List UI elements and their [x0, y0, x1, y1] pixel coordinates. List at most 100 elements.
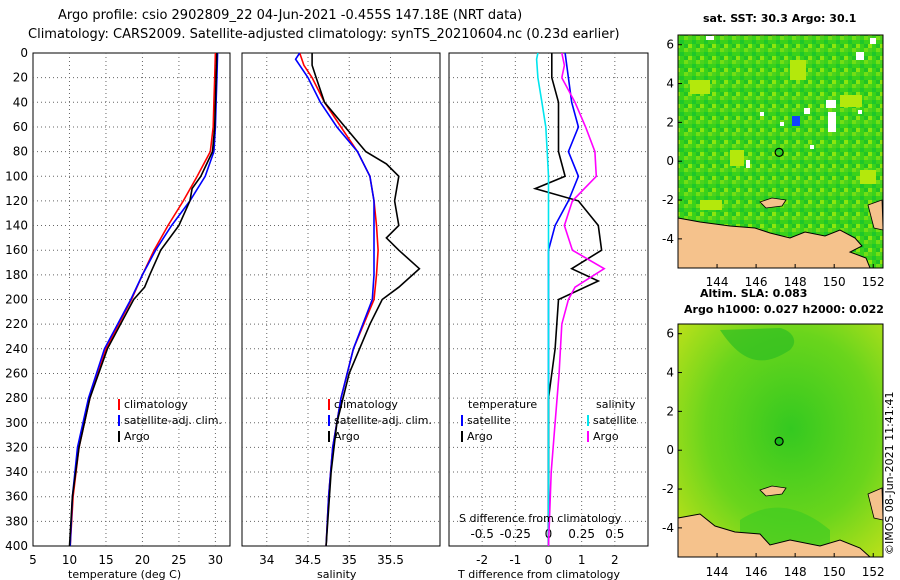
map-lat-label: 0	[666, 154, 674, 168]
map-lon-label: 144	[706, 275, 729, 289]
argo-position-marker	[774, 436, 784, 446]
map-lon-label: 152	[862, 565, 885, 579]
series-salinity-argo	[547, 52, 606, 547]
depth-tick-label: 80	[13, 145, 28, 159]
map-lon-label: 146	[745, 275, 768, 289]
series-argo	[68, 52, 218, 547]
temperature-panel: 0 20 40 60 80 100 120 140 160 180 200 220 240 260 280 3…	[5, 46, 231, 580]
temperature-axis-ticks: 5 10 15 20 25 30	[29, 553, 223, 567]
map-lon-label: 148	[784, 565, 807, 579]
depth-tick-label: 200	[5, 293, 28, 307]
legend-temperature-title: temperature	[468, 398, 537, 411]
x-tick-label: 35	[342, 553, 357, 567]
depth-tick-label: 400	[5, 539, 28, 553]
depth-tick-label: 160	[5, 243, 28, 257]
s-diff-tick-label: 0.5	[605, 527, 624, 541]
x-tick-label: -2	[476, 553, 488, 567]
sla-low-patch	[720, 328, 795, 361]
map-lon-label: 148	[784, 275, 807, 289]
depth-tick-label: 340	[5, 465, 28, 479]
salinity-series	[294, 52, 421, 547]
map-lon-label: 146	[745, 565, 768, 579]
legend-argo-label: Argo	[334, 430, 360, 443]
header-line-1: Argo profile: csio 2902809_22 04-Jun-202…	[58, 8, 522, 23]
depth-tick-label: 180	[5, 268, 28, 282]
difference-panel: -2 -1 0 1 2 -0.5 -0.25 0 0.25 0.5 S difference f…	[448, 52, 649, 580]
sst-map-frame	[677, 34, 884, 269]
map-lat-label: -4	[662, 232, 674, 246]
salinity-axis-ticks: 34 34.5 35 35.5	[259, 553, 404, 567]
legend-salinity-title: salinity	[596, 398, 636, 411]
legend-satellite-label: satellite-adj. clim.	[124, 414, 222, 427]
x-tick-label: 34	[259, 553, 274, 567]
map-lon-label: 150	[823, 565, 846, 579]
imos-watermark: ©IMOS 08-Jun-2021 11:41:41	[883, 391, 896, 555]
map-lat-label: 6	[666, 38, 674, 52]
series-salinity-satellite	[535, 52, 550, 546]
map-lon-label: 152	[862, 275, 885, 289]
temperature-legend: climatology satellite-adj. clim. Argo	[118, 398, 222, 443]
depth-tick-label: 320	[5, 440, 28, 454]
legend-s-satellite-label: satellite	[593, 414, 637, 427]
sst-cold-patch	[792, 116, 800, 126]
temperature-axis-label: temperature (deg C)	[68, 568, 181, 580]
depth-axis-labels: 0 20 40 60 80 100 120 140 160 180 200 220 240 260 280 3…	[5, 46, 28, 553]
sla-island	[759, 485, 787, 497]
x-tick-label: 34.5	[295, 553, 322, 567]
legend-s-argo-label: Argo	[593, 430, 619, 443]
sla-map-ticks: -4 -2 0 2 4 6 144 146 148 150 152	[662, 327, 885, 579]
depth-tick-label: 120	[5, 194, 28, 208]
depth-tick-label: 360	[5, 490, 28, 504]
map-lat-label: 0	[666, 443, 674, 457]
series-argo	[311, 53, 421, 547]
depth-tick-label: 240	[5, 342, 28, 356]
x-tick-label: 20	[135, 553, 150, 567]
s-diff-tick-label: 0.25	[568, 527, 595, 541]
depth-tick-label: 260	[5, 366, 28, 380]
sst-map-panel: sat. SST: 30.3 Argo: 30.1 -4 -2 0 2 4 6 144 146…	[662, 12, 885, 289]
x-tick-label: 10	[62, 553, 77, 567]
depth-tick-label: 0	[20, 46, 28, 60]
argo-position-marker	[774, 147, 784, 157]
sst-warm-patches	[690, 60, 876, 210]
depth-tick-label: 220	[5, 317, 28, 331]
map-lon-label: 144	[706, 565, 729, 579]
sst-new-guinea-coast	[677, 217, 871, 269]
x-tick-label: 25	[171, 553, 186, 567]
x-tick-label: 1	[578, 553, 586, 567]
x-tick-label: 35.5	[377, 553, 404, 567]
sst-island	[759, 197, 787, 209]
map-lat-label: -2	[662, 482, 674, 496]
legend-t-argo-label: Argo	[467, 430, 493, 443]
map-lat-label: 2	[666, 115, 674, 129]
map-lat-label: 4	[666, 77, 674, 91]
difference-legend: temperature satellite Argo salinity sate…	[461, 398, 637, 443]
temperature-grid	[33, 53, 230, 546]
t-difference-axis-ticks: -2 -1 0 1 2	[476, 553, 618, 567]
depth-tick-label: 300	[5, 416, 28, 430]
x-tick-label: 15	[98, 553, 113, 567]
legend-climatology-label: climatology	[334, 398, 398, 411]
difference-series	[532, 52, 606, 547]
depth-tick-label: 280	[5, 391, 28, 405]
sst-map-title: sat. SST: 30.3 Argo: 30.1	[703, 12, 856, 25]
t-difference-axis-label: T difference from climatology	[457, 568, 620, 580]
sla-map-subtitle: Argo h1000: 0.027 h2000: 0.022	[684, 303, 884, 316]
depth-tick-label: 380	[5, 514, 28, 528]
x-tick-label: -1	[509, 553, 521, 567]
legend-climatology-label: climatology	[124, 398, 188, 411]
salinity-grid	[242, 53, 440, 546]
sla-map-frame	[677, 323, 884, 558]
sst-missing-data	[706, 36, 876, 168]
salinity-panel: 34 34.5 35 35.5 salinity climatology satell…	[241, 52, 441, 580]
map-lat-label: -4	[662, 521, 674, 535]
map-lat-label: 6	[666, 327, 674, 341]
series-satellite-adj-clim-	[294, 52, 375, 547]
salinity-axis-label: salinity	[317, 568, 357, 580]
x-tick-label: 2	[611, 553, 619, 567]
depth-tick-label: 20	[13, 71, 28, 85]
legend-satellite-label: satellite-adj. clim.	[334, 414, 432, 427]
legend-argo-label: Argo	[124, 430, 150, 443]
depth-tick-label: 100	[5, 169, 28, 183]
